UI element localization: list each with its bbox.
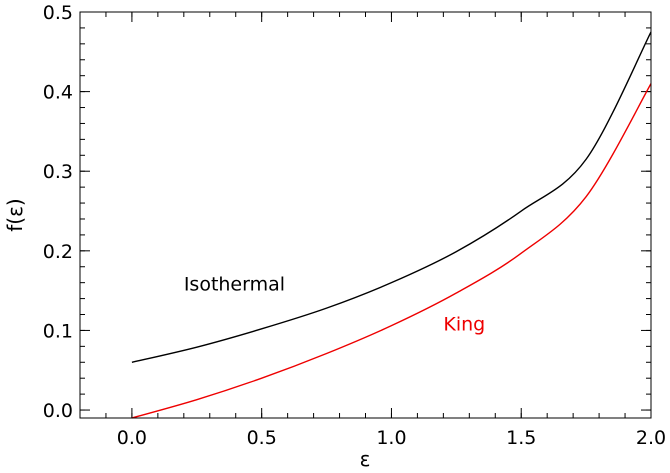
ticks bbox=[79, 11, 652, 418]
x-axis-label: ε bbox=[360, 447, 371, 471]
annotation-king: King bbox=[443, 313, 485, 335]
x-tick-label: 1.5 bbox=[506, 427, 536, 449]
x-tick-label: 0.5 bbox=[247, 427, 277, 449]
y-tick-label: 0.5 bbox=[43, 2, 73, 24]
x-tick-label: 2.0 bbox=[636, 427, 666, 449]
y-tick-label: 0.2 bbox=[43, 241, 73, 263]
y-tick-label: 0.4 bbox=[43, 82, 73, 104]
tick-labels: 0.0 0.5 1.0 1.5 2.0 0.0 0.1 0.2 0.3 0.4 0.5 bbox=[43, 2, 666, 449]
plot-frame bbox=[79, 11, 652, 419]
y-tick-label: 0.3 bbox=[43, 161, 73, 183]
series-line-king bbox=[131, 83, 652, 419]
annotations: Isothermal King bbox=[184, 274, 485, 336]
x-tick-label: 1.0 bbox=[376, 427, 406, 449]
y-axis-label: f(ε) bbox=[3, 198, 27, 231]
x-tick-label: 0.0 bbox=[117, 427, 147, 449]
y-tick-label: 0.0 bbox=[43, 400, 73, 422]
series-line-isothermal bbox=[131, 31, 652, 363]
y-tick-label: 0.1 bbox=[43, 320, 73, 342]
series-lines bbox=[131, 31, 652, 419]
annotation-isothermal: Isothermal bbox=[184, 274, 285, 296]
